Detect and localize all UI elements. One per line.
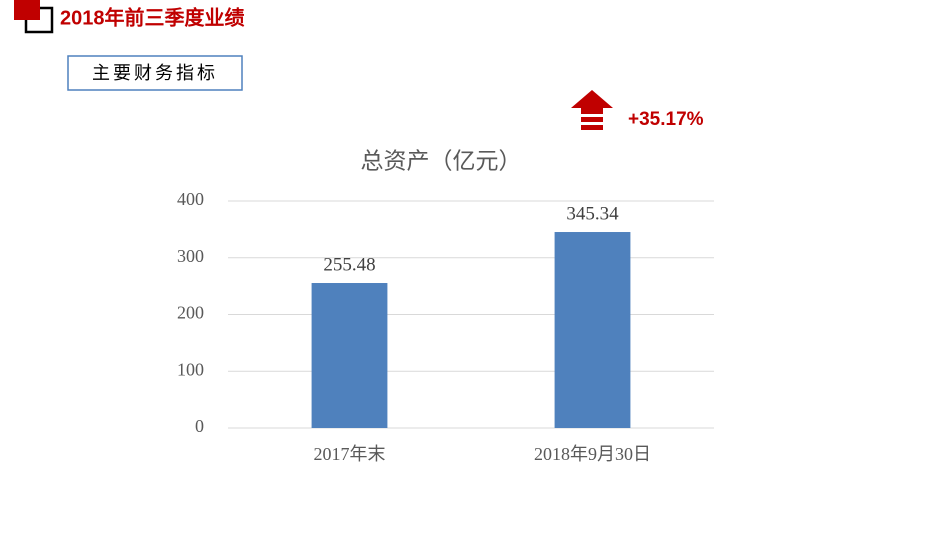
y-tick-label: 200 [177, 303, 204, 323]
data-label: 255.48 [323, 254, 375, 275]
data-label: 345.34 [566, 203, 619, 224]
up-arrow-icon [571, 90, 613, 130]
logo-square [14, 0, 40, 20]
chart-title: 总资产（亿元） [361, 148, 522, 173]
section-label: 主要财务指标 [92, 63, 218, 83]
x-tick-label: 2017年末 [314, 444, 386, 464]
growth-annotation: +35.17% [628, 109, 704, 130]
x-tick-label: 2018年9月30日 [534, 444, 651, 464]
bar [311, 283, 388, 428]
y-tick-label: 0 [195, 416, 204, 436]
section-box [67, 55, 243, 91]
slide-title: 2018年前三季度业绩 [60, 5, 245, 29]
y-tick-label: 300 [177, 246, 204, 266]
y-tick-label: 400 [177, 189, 204, 209]
y-tick-label: 100 [177, 359, 204, 379]
bar [554, 232, 631, 428]
